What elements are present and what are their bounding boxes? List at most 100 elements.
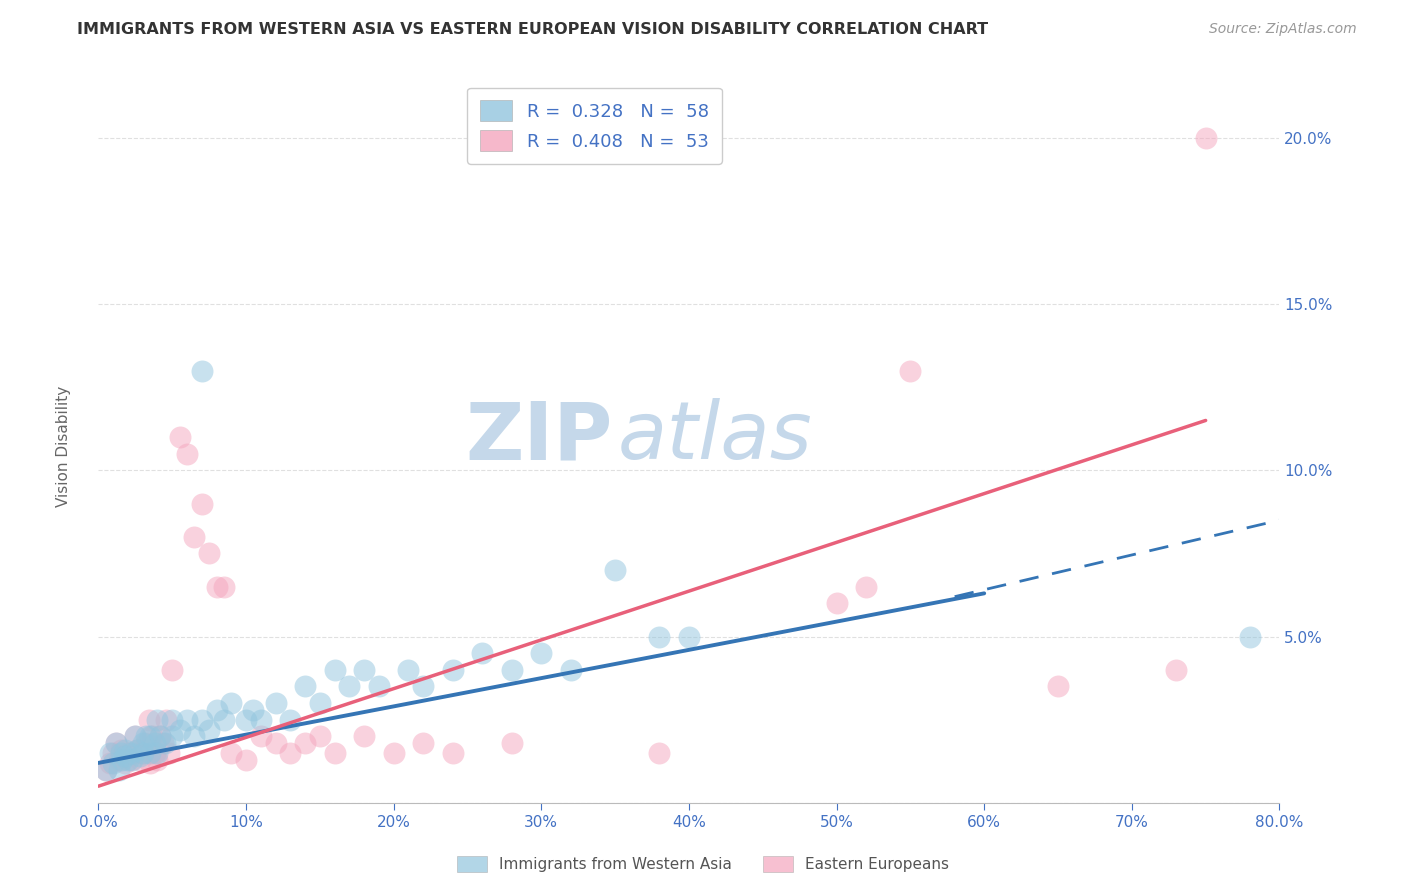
- Point: [678, 630, 700, 644]
- Point: [111, 753, 134, 767]
- Point: [900, 363, 922, 377]
- Point: [120, 753, 142, 767]
- Point: [235, 753, 257, 767]
- Text: Source: ZipAtlas.com: Source: ZipAtlas.com: [1209, 22, 1357, 37]
- Point: [139, 756, 162, 770]
- Point: [153, 736, 176, 750]
- Point: [198, 723, 221, 737]
- Point: [605, 563, 627, 577]
- Point: [353, 729, 375, 743]
- Point: [212, 580, 235, 594]
- Point: [108, 753, 131, 767]
- Point: [143, 746, 166, 760]
- Point: [125, 742, 148, 756]
- Point: [98, 756, 121, 770]
- Point: [294, 736, 316, 750]
- Point: [98, 746, 121, 760]
- Point: [117, 746, 139, 760]
- Point: [124, 729, 146, 743]
- Point: [353, 663, 375, 677]
- Point: [111, 749, 134, 764]
- Point: [132, 736, 155, 750]
- Point: [198, 546, 221, 560]
- Point: [139, 729, 162, 743]
- Text: IMMIGRANTS FROM WESTERN ASIA VS EASTERN EUROPEAN VISION DISABILITY CORRELATION C: IMMIGRANTS FROM WESTERN ASIA VS EASTERN …: [77, 22, 988, 37]
- Point: [105, 736, 128, 750]
- Point: [471, 646, 494, 660]
- Point: [176, 713, 198, 727]
- Point: [323, 663, 346, 677]
- Point: [855, 580, 877, 594]
- Point: [146, 746, 169, 760]
- Point: [135, 736, 157, 750]
- Point: [221, 746, 243, 760]
- Point: [152, 736, 174, 750]
- Point: [560, 663, 582, 677]
- Point: [1239, 630, 1261, 644]
- Point: [339, 680, 361, 694]
- Point: [157, 746, 180, 760]
- Point: [132, 746, 155, 760]
- Point: [221, 696, 243, 710]
- Point: [143, 736, 166, 750]
- Point: [501, 663, 523, 677]
- Point: [128, 749, 150, 764]
- Point: [146, 713, 169, 727]
- Point: [264, 736, 287, 750]
- Point: [191, 497, 214, 511]
- Text: ZIP: ZIP: [465, 398, 612, 476]
- Point: [162, 729, 183, 743]
- Point: [280, 746, 302, 760]
- Point: [114, 756, 136, 770]
- Point: [176, 447, 198, 461]
- Point: [250, 729, 273, 743]
- Point: [825, 596, 848, 610]
- Point: [1046, 680, 1070, 694]
- Point: [94, 763, 117, 777]
- Point: [122, 746, 145, 760]
- Point: [242, 703, 264, 717]
- Point: [183, 530, 205, 544]
- Point: [648, 630, 671, 644]
- Point: [103, 756, 125, 770]
- Point: [139, 746, 162, 760]
- Point: [398, 663, 420, 677]
- Point: [128, 753, 150, 767]
- Point: [146, 753, 169, 767]
- Point: [135, 729, 157, 743]
- Point: [110, 742, 132, 756]
- Legend: R =  0.328   N =  58, R =  0.408   N =  53: R = 0.328 N = 58, R = 0.408 N = 53: [467, 87, 721, 164]
- Point: [309, 729, 332, 743]
- Point: [191, 363, 214, 377]
- Point: [114, 749, 136, 764]
- Point: [368, 680, 391, 694]
- Point: [149, 729, 172, 743]
- Point: [323, 746, 346, 760]
- Point: [162, 663, 183, 677]
- Point: [294, 680, 316, 694]
- Point: [108, 763, 131, 777]
- Point: [120, 746, 142, 760]
- Point: [121, 753, 143, 767]
- Point: [138, 713, 160, 727]
- Point: [530, 646, 553, 660]
- Text: atlas: atlas: [619, 398, 813, 476]
- Text: Vision Disability: Vision Disability: [56, 385, 70, 507]
- Point: [648, 746, 671, 760]
- Point: [94, 763, 117, 777]
- Point: [114, 742, 136, 756]
- Point: [1166, 663, 1188, 677]
- Point: [124, 729, 146, 743]
- Point: [382, 746, 405, 760]
- Point: [212, 713, 235, 727]
- Point: [412, 736, 434, 750]
- Point: [169, 723, 191, 737]
- Point: [205, 580, 228, 594]
- Point: [235, 713, 257, 727]
- Point: [1195, 131, 1218, 145]
- Point: [103, 746, 125, 760]
- Point: [309, 696, 332, 710]
- Point: [250, 713, 273, 727]
- Point: [141, 729, 163, 743]
- Legend: Immigrants from Western Asia, Eastern Europeans: Immigrants from Western Asia, Eastern Eu…: [449, 848, 957, 880]
